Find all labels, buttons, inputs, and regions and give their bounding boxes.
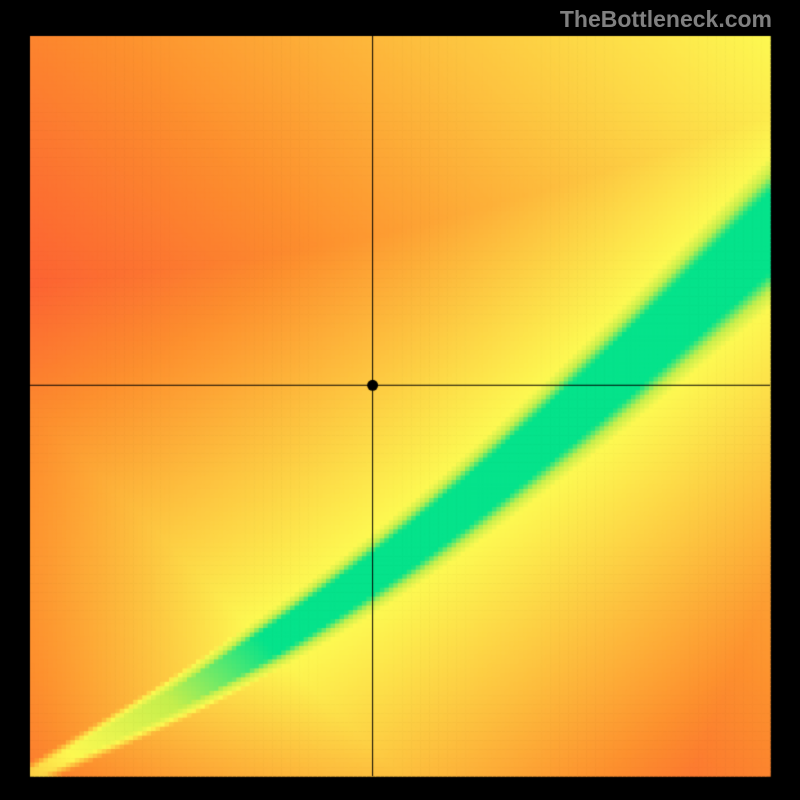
watermark-text: TheBottleneck.com bbox=[560, 6, 772, 33]
bottleneck-heatmap-canvas bbox=[0, 0, 800, 800]
chart-stage: TheBottleneck.com bbox=[0, 0, 800, 800]
